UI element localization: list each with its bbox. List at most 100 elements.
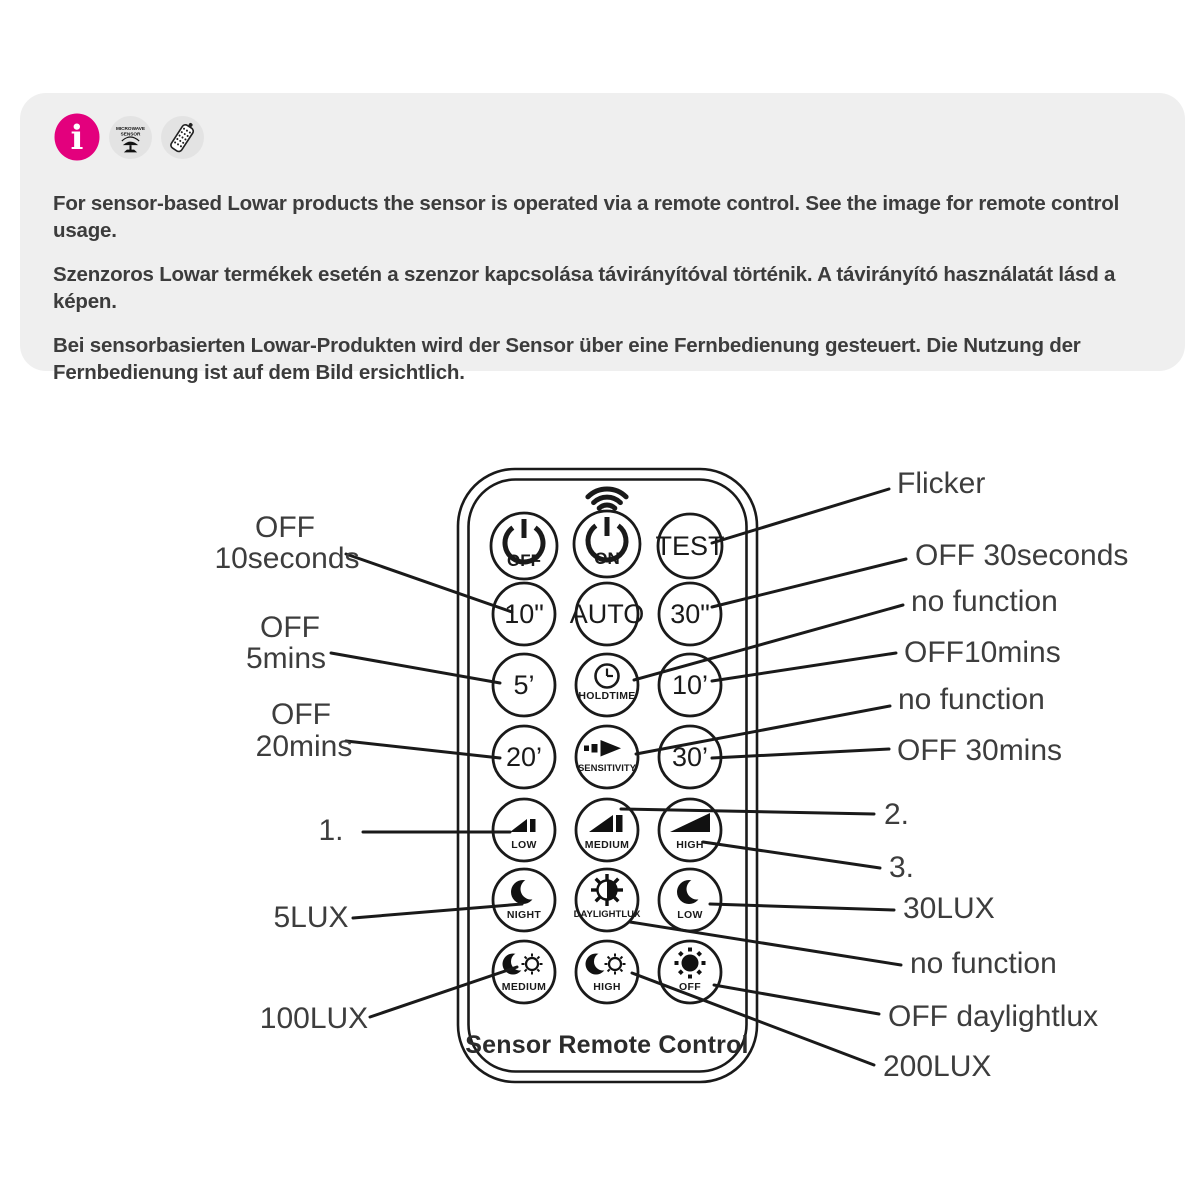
leader-line bbox=[619, 807, 876, 816]
callout-off-10mins: OFF10mins bbox=[904, 636, 1061, 669]
button-lux-off: OFF bbox=[657, 939, 723, 1005]
moon-icon bbox=[511, 878, 542, 904]
daylight-sun-icon bbox=[591, 874, 623, 906]
paragraph-hu: Szenzoros Lowar termékek esetén a szenzo… bbox=[53, 263, 1116, 313]
callout-200lux: 200LUX bbox=[883, 1050, 991, 1083]
leader-line bbox=[701, 840, 882, 870]
callout-off-daylightlux: OFF daylightlux bbox=[888, 1000, 1098, 1033]
button-sens-medium: MEDIUM bbox=[574, 797, 640, 863]
signal-high-icon bbox=[670, 813, 710, 832]
microwave-icon-label-2: SENSOR bbox=[121, 131, 141, 136]
button-test-label: TEST bbox=[655, 531, 724, 561]
button-5min-label: 5’ bbox=[513, 670, 534, 700]
callout-no-function-1: no function bbox=[911, 585, 1058, 618]
header-icon-row: i MICROWAVE SENSOR bbox=[53, 113, 1152, 161]
button-30sec: 30" bbox=[657, 581, 723, 647]
button-holdtime: HOLDTIME bbox=[574, 652, 640, 718]
button-power-on: ON bbox=[572, 509, 642, 579]
button-lux-night: NIGHT bbox=[491, 867, 557, 933]
leader-line bbox=[710, 747, 891, 760]
leader-line bbox=[368, 965, 519, 1019]
callout-100lux: 100LUX bbox=[260, 1002, 368, 1035]
button-power-on-label: ON bbox=[594, 549, 620, 568]
button-5min: 5’ bbox=[491, 652, 557, 718]
info-header-box: i MICROWAVE SENSOR bbox=[20, 93, 1185, 384]
callout-1: 1. bbox=[318, 814, 343, 847]
button-sens-high: HIGH bbox=[657, 797, 723, 863]
button-lux-night-label: NIGHT bbox=[507, 909, 541, 921]
button-lux-daylight: DAYLIGHTLUX bbox=[574, 867, 641, 933]
leader-line bbox=[710, 487, 891, 545]
leader-line bbox=[708, 902, 896, 912]
callout-no-function-3: no function bbox=[910, 947, 1057, 980]
leader-lines bbox=[329, 487, 908, 1067]
button-sens-low: LOW bbox=[491, 797, 557, 863]
clock-icon bbox=[594, 663, 620, 689]
button-20min-label: 20’ bbox=[506, 742, 542, 772]
button-auto-label: AUTO bbox=[570, 599, 645, 629]
moon-icon bbox=[677, 878, 708, 904]
callout-off-20mins-line2: 20mins bbox=[256, 730, 353, 763]
leader-line bbox=[344, 739, 502, 760]
button-lux-low: LOW bbox=[657, 867, 723, 933]
leader-line bbox=[712, 983, 881, 1016]
button-lux-daylight-label: DAYLIGHTLUX bbox=[574, 909, 641, 920]
moon-sun-icon bbox=[585, 952, 626, 975]
callout-no-function-2: no function bbox=[898, 683, 1045, 716]
microwave-icon-label-1: MICROWAVE bbox=[116, 125, 145, 130]
button-sens-high-label: HIGH bbox=[676, 839, 703, 851]
button-10sec-label: 10" bbox=[504, 599, 544, 629]
button-auto: AUTO bbox=[570, 581, 645, 647]
paragraph-de: Bei sensorbasierten Lowar-Produkten wird… bbox=[53, 334, 1081, 384]
button-10min-label: 10’ bbox=[672, 670, 708, 700]
sensitivity-arrow-icon bbox=[584, 740, 621, 757]
callout-off-30mins: OFF 30mins bbox=[897, 734, 1062, 767]
button-20min: 20’ bbox=[491, 724, 557, 790]
microwave-sensor-icon: MICROWAVE SENSOR bbox=[109, 115, 152, 159]
header-paragraphs: For sensor-based Lowar products the sens… bbox=[53, 190, 1152, 386]
button-sens-medium-label: MEDIUM bbox=[585, 839, 629, 851]
right-callouts: Flicker OFF 30seconds no function OFF10m… bbox=[883, 467, 1128, 1083]
button-10sec: 10" bbox=[491, 581, 557, 647]
button-lux-medium: MEDIUM bbox=[491, 939, 557, 1005]
remote-body bbox=[456, 467, 759, 1084]
wireless-signal-icon bbox=[585, 486, 629, 511]
sun-filled-icon bbox=[674, 947, 706, 979]
leader-line bbox=[634, 704, 892, 756]
button-power-off: OFF bbox=[489, 511, 559, 581]
paragraph-en: For sensor-based Lowar products the sens… bbox=[53, 192, 1120, 242]
remote-control-icon bbox=[161, 115, 204, 159]
left-callouts: OFF 10seconds OFF 5mins OFF 20mins 1. 5L… bbox=[214, 511, 368, 1035]
button-lux-high-label: HIGH bbox=[593, 981, 620, 993]
button-sensitivity-label: SENSITIVITY bbox=[578, 763, 637, 774]
button-sens-low-label: LOW bbox=[511, 839, 536, 851]
callout-off-10seconds-line2: 10seconds bbox=[214, 542, 359, 575]
callout-5lux: 5LUX bbox=[273, 901, 348, 934]
info-icon-glyph: i bbox=[71, 118, 84, 158]
callout-off-10seconds-line1: OFF bbox=[255, 511, 315, 544]
callout-off-20mins-line1: OFF bbox=[271, 698, 331, 731]
callout-30lux: 30LUX bbox=[903, 892, 995, 925]
info-icon: i bbox=[54, 113, 100, 161]
button-holdtime-label: HOLDTIME bbox=[578, 690, 635, 702]
callout-off-30seconds: OFF 30seconds bbox=[915, 539, 1128, 572]
remote-control-diagram: OFF ON TEST 10" AUTO 30" 5’ HOLDTIME bbox=[214, 467, 1128, 1084]
callout-3: 3. bbox=[889, 851, 914, 884]
leader-line bbox=[632, 603, 905, 682]
signal-low-icon bbox=[510, 819, 536, 832]
remote-title: Sensor Remote Control bbox=[465, 1031, 748, 1059]
callout-off-5mins-line2: 5mins bbox=[246, 642, 326, 675]
button-sensitivity: SENSITIVITY bbox=[574, 724, 640, 790]
leader-line bbox=[628, 920, 903, 967]
callout-off-5mins-line1: OFF bbox=[260, 611, 320, 644]
button-lux-off-label: OFF bbox=[679, 981, 701, 993]
button-test: TEST bbox=[655, 512, 725, 580]
button-30sec-label: 30" bbox=[670, 599, 710, 629]
button-lux-high: HIGH bbox=[574, 939, 640, 1005]
signal-medium-icon bbox=[589, 815, 623, 832]
leader-line bbox=[351, 902, 524, 920]
leader-line bbox=[329, 651, 502, 685]
button-lux-medium-label: MEDIUM bbox=[502, 981, 546, 993]
callout-flicker: Flicker bbox=[897, 467, 985, 500]
callout-2: 2. bbox=[884, 798, 909, 831]
